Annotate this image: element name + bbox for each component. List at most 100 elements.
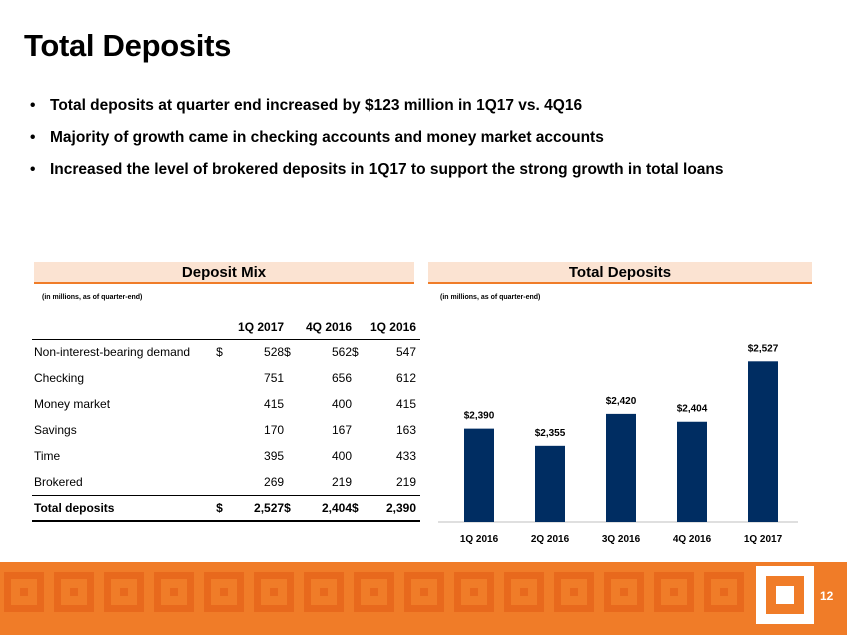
table-row: Time 395 400 433 (32, 443, 420, 469)
currency-symbol: $ (284, 345, 291, 360)
row-label: Brokered (34, 474, 83, 489)
bullet-item: • Majority of growth came in checking acc… (30, 128, 724, 160)
bar-1q-2017 (748, 361, 778, 522)
cell-value: 547 (395, 345, 416, 360)
x-tick-label: 3Q 2016 (602, 534, 641, 545)
table-row: Non-interest-bearing demand $528 $562 $547 (32, 339, 420, 365)
currency-symbol (216, 469, 231, 495)
deposit-mix-table: 1Q 2017 4Q 2016 1Q 2016 Non-interest-bea… (32, 315, 420, 522)
data-label: $2,404 (677, 404, 708, 415)
bar-2q-2016 (535, 445, 565, 522)
currency-symbol (216, 443, 231, 469)
data-label: $2,355 (535, 428, 566, 439)
currency-symbol (284, 391, 299, 417)
cell-value: 219 (332, 474, 353, 489)
cell-value: 415 (264, 397, 285, 411)
pattern-square (604, 572, 644, 612)
pattern-square (654, 572, 694, 612)
cell-value: 167 (332, 423, 353, 437)
currency-symbol (352, 391, 367, 417)
currency-symbol (284, 365, 299, 391)
cell-value: 612 (395, 371, 416, 385)
pattern-square (354, 572, 394, 612)
table-row: Savings 170 167 163 (32, 417, 420, 443)
total-deposits-note: (in millions, as of quarter-end) (440, 294, 541, 301)
total-deposits-chart: $2,390 1Q 2016 $2,355 2Q 2016 $2,420 3Q 2016 $… (438, 343, 798, 545)
currency-symbol (352, 469, 367, 495)
column-header: 1Q 2016 (352, 315, 420, 340)
data-label: $2,390 (464, 411, 495, 422)
table-row: Total deposits $2,527 $2,404 $2,390 (32, 494, 420, 522)
deposit-mix-heading: Deposit Mix (34, 262, 414, 284)
row-label: Checking (34, 371, 85, 385)
cell-value: 400 (332, 397, 353, 411)
page-title: Total Deposits (24, 28, 232, 63)
cell-value: 656 (332, 371, 353, 385)
currency-symbol: $ (284, 494, 300, 522)
row-label: Time (34, 449, 61, 463)
data-label: $2,420 (606, 396, 637, 407)
bullet-dot: • (30, 97, 36, 114)
row-label: Total deposits (32, 494, 217, 522)
logo-icon (756, 566, 814, 624)
column-header: 1Q 2017 (216, 315, 285, 340)
cell-value: 163 (395, 423, 416, 437)
bullet-text: Majority of growth came in checking acco… (50, 129, 604, 146)
x-tick-label: 4Q 2016 (673, 534, 712, 545)
total-deposits-heading: Total Deposits (428, 262, 812, 284)
bullet-dot: • (30, 129, 36, 146)
pattern-square (54, 572, 94, 612)
table-row: Brokered 269 219 219 (32, 469, 420, 495)
currency-symbol (352, 365, 367, 391)
currency-symbol (216, 391, 231, 417)
cell-value: 751 (264, 371, 285, 385)
pattern-square (4, 572, 44, 612)
cell-value: 219 (395, 474, 416, 489)
cell-value: 528 (264, 345, 285, 360)
currency-symbol: $ (352, 494, 368, 522)
cell-value: 269 (264, 474, 285, 489)
bullet-text: Total deposits at quarter end increased … (50, 97, 583, 114)
bar-1q-2016 (464, 428, 494, 522)
currency-symbol (352, 417, 367, 443)
pattern-square (304, 572, 344, 612)
footer-band: 12 (0, 562, 847, 635)
cell-value: 170 (264, 423, 285, 437)
row-label: Non-interest-bearing demand (34, 345, 191, 360)
cell-value: 415 (395, 397, 416, 411)
currency-symbol (284, 417, 299, 443)
x-tick-label: 1Q 2017 (744, 534, 783, 545)
cell-value: 433 (395, 449, 416, 463)
bullet-text: Increased the level of brokered deposits… (50, 161, 724, 178)
bar-3q-2016 (606, 413, 636, 522)
currency-symbol (216, 365, 231, 391)
currency-symbol (216, 417, 231, 443)
currency-symbol: $ (216, 494, 232, 522)
bullet-item: • Increased the level of brokered deposit… (30, 160, 724, 192)
currency-symbol (352, 443, 367, 469)
cell-value: 395 (264, 449, 285, 463)
table-header-row: 1Q 2017 4Q 2016 1Q 2016 (32, 315, 420, 340)
currency-symbol: $ (352, 345, 359, 360)
pattern-square (204, 572, 244, 612)
column-header: 4Q 2016 (284, 315, 353, 340)
data-label: $2,527 (748, 343, 779, 354)
table-row: Money market 415 400 415 (32, 391, 420, 417)
pattern-square (454, 572, 494, 612)
cell-value: 2,404 (299, 494, 353, 522)
cell-value: 2,527 (231, 494, 285, 522)
x-tick-label: 2Q 2016 (531, 534, 570, 545)
currency-symbol: $ (216, 345, 223, 360)
table-header-blank (32, 315, 217, 340)
page-number: 12 (820, 589, 834, 603)
bullet-list: • Total deposits at quarter end increased… (30, 96, 724, 192)
table-row: Checking 751 656 612 (32, 365, 420, 391)
pattern-square (554, 572, 594, 612)
cell-value: 2,390 (367, 494, 420, 522)
currency-symbol (284, 469, 299, 495)
pattern-square (704, 572, 744, 612)
pattern-square (404, 572, 444, 612)
bullet-item: • Total deposits at quarter end increased… (30, 96, 724, 128)
currency-symbol (284, 443, 299, 469)
pattern-square (104, 572, 144, 612)
